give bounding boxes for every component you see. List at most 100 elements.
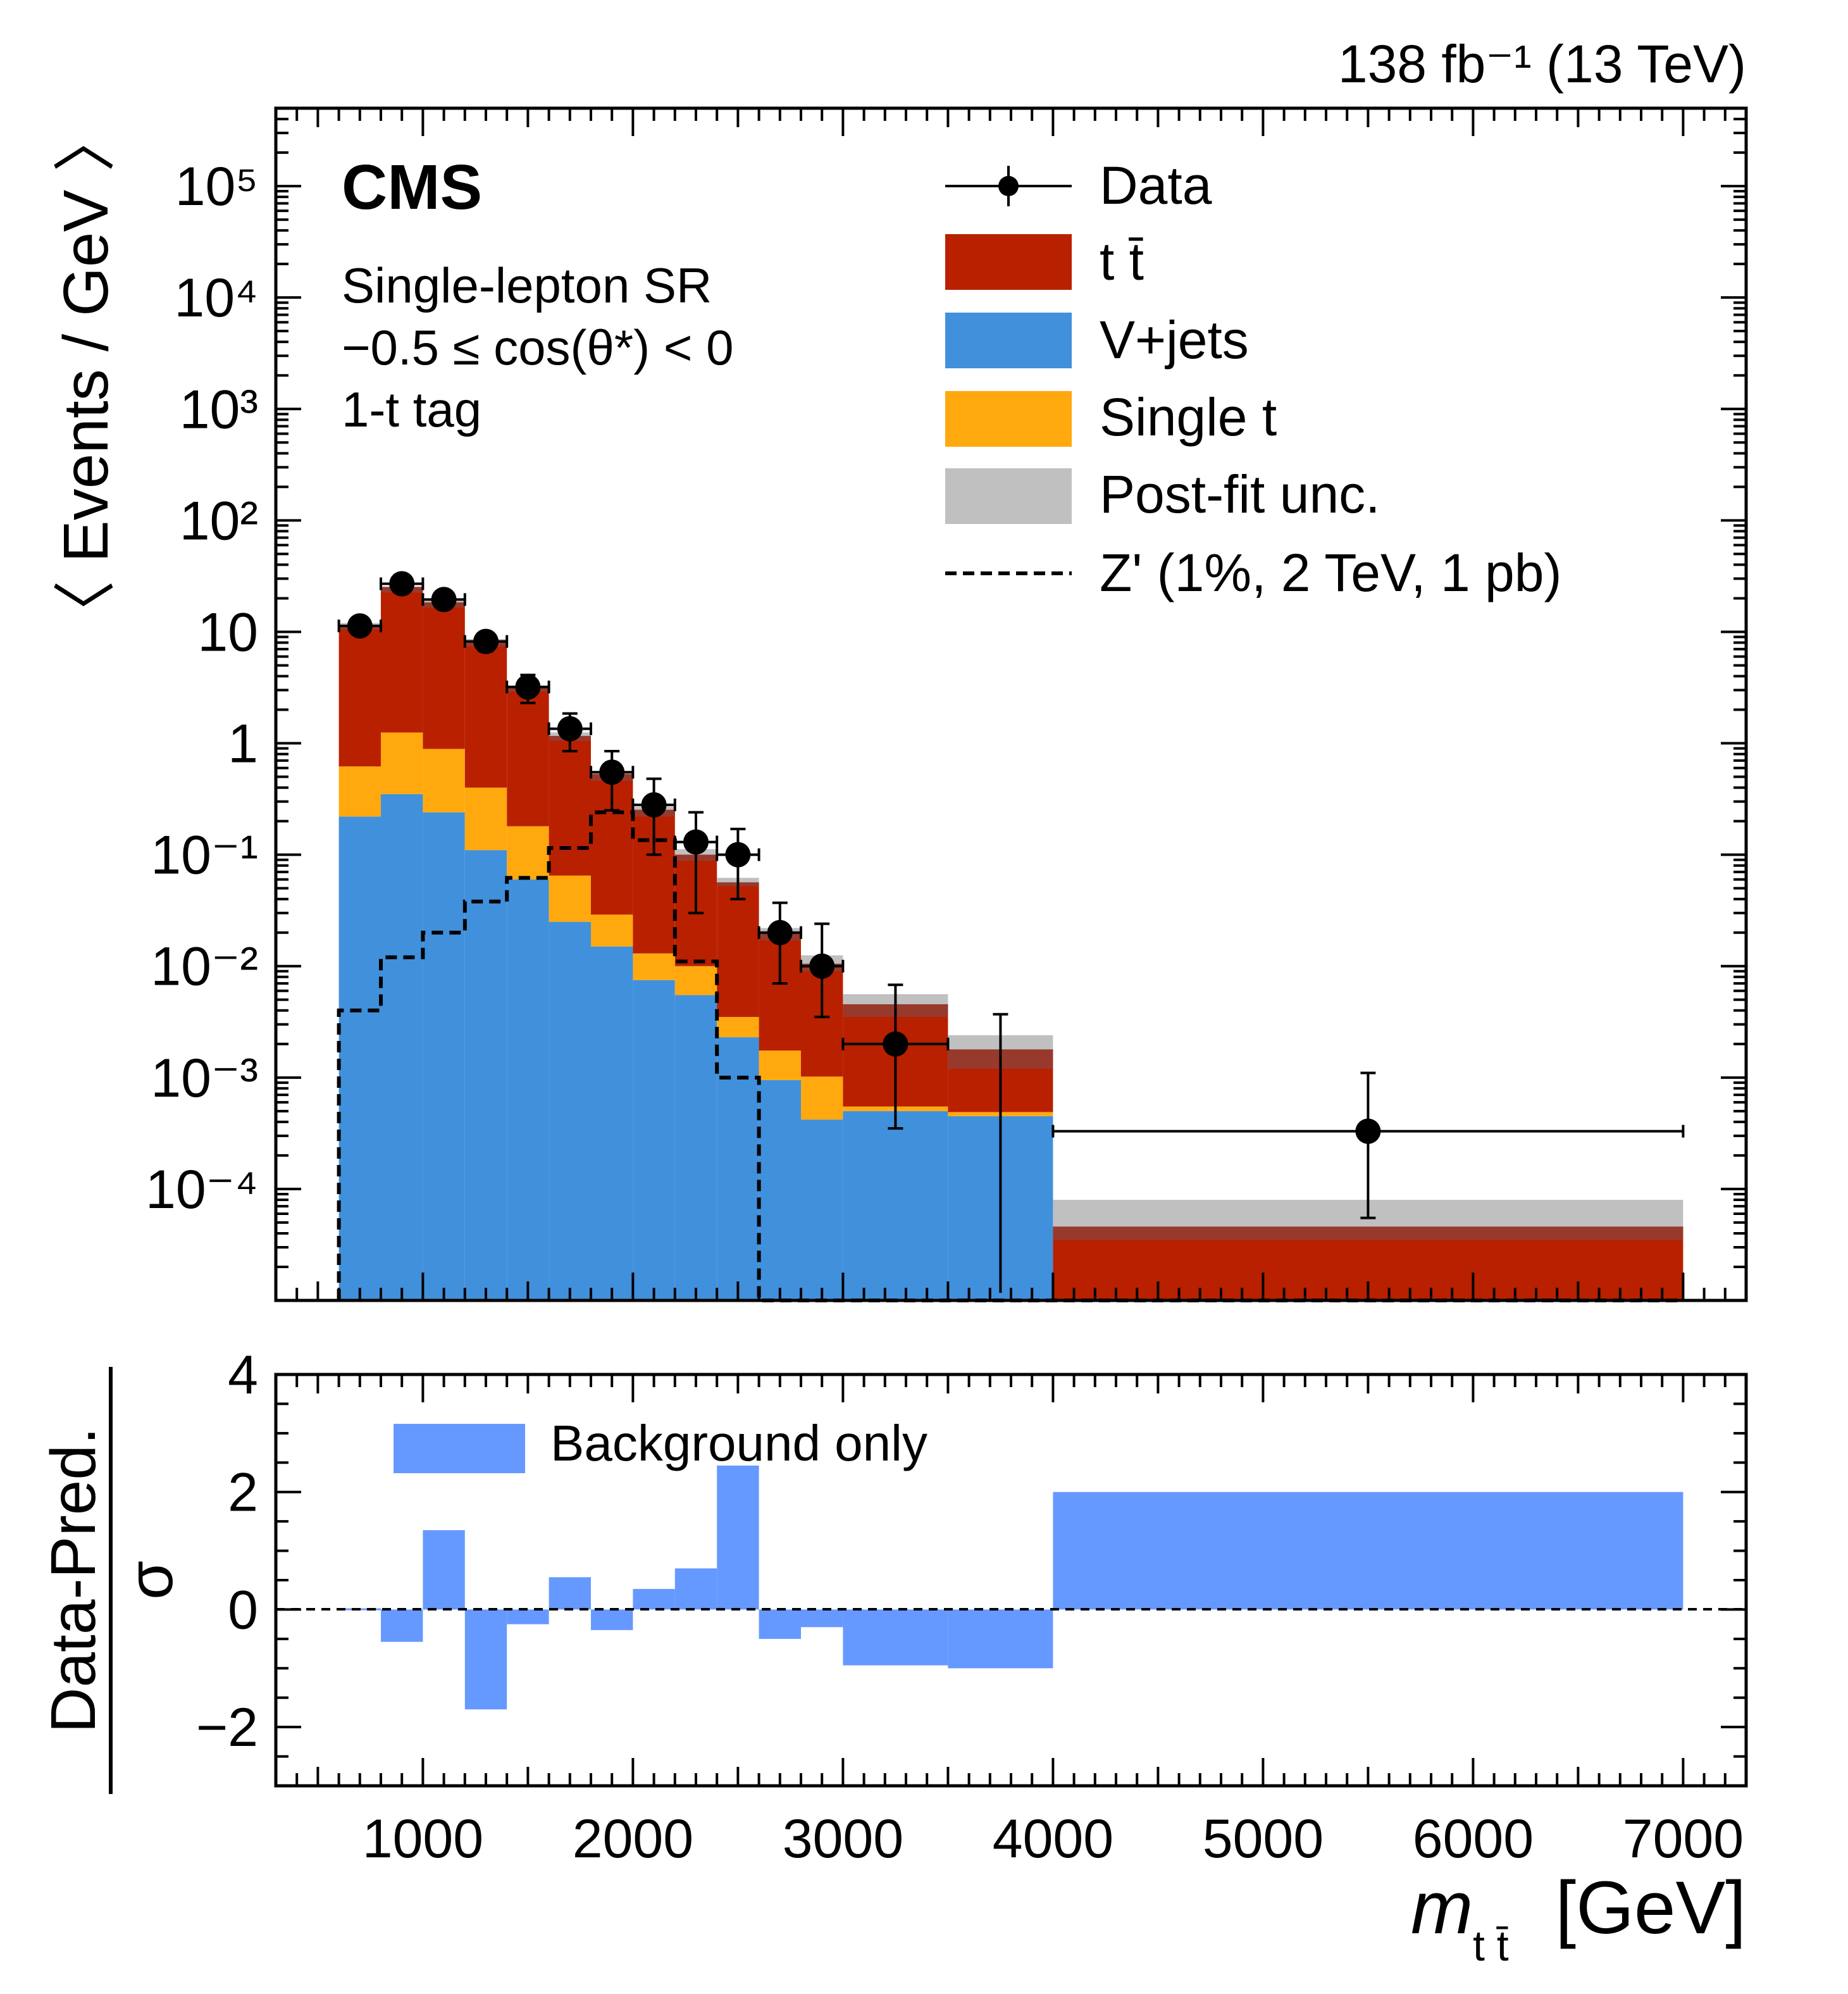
x-tick-label: 2000 [573, 1809, 693, 1869]
y-tick-label: 10⁴ [174, 268, 258, 328]
y-tick-label: 10 [197, 602, 258, 663]
vjets-bar [338, 816, 381, 1300]
data-points [337, 571, 1685, 1293]
ratio-bar [759, 1609, 801, 1639]
ratio-y-label-numerator: Data-Pred. [38, 1427, 109, 1733]
ratio-bar [948, 1609, 1053, 1669]
lumi-label: 138 fb⁻¹ (13 TeV) [1338, 34, 1746, 94]
ratio-bar [507, 1609, 549, 1624]
single-t-bar [423, 749, 465, 813]
main-y-ticks: 10⁻⁴ 10⁻³ 10⁻² 10⁻¹ 1 10 10² 10³ 10⁴ 10⁵ [146, 107, 1746, 1302]
vjets-bar [549, 921, 591, 1300]
ratio-y-tick-label: 0 [228, 1580, 258, 1640]
vjets-bar [843, 1111, 948, 1300]
y-tick-label: 10⁻³ [151, 1048, 258, 1109]
ratio-bar [464, 1609, 507, 1710]
single-t-bar [759, 1050, 801, 1080]
vjets-bar [507, 879, 549, 1300]
data-point [767, 919, 793, 945]
legend-unc-label: Post-fit unc. [1100, 464, 1380, 524]
vjets-bar [717, 1037, 759, 1300]
data-point [641, 792, 667, 818]
main-y-axis-label: 〈 Events / GeV 〉 [51, 109, 121, 644]
x-tick-label: 3000 [783, 1809, 903, 1869]
ttbar-bar [464, 641, 507, 788]
single-t-bar [801, 1076, 843, 1120]
data-point [809, 953, 835, 979]
ratio-bar [591, 1609, 633, 1630]
x-tick-labels: 1000 2000 3000 4000 5000 6000 7000 [363, 1809, 1744, 1869]
ratio-bar [549, 1577, 591, 1610]
y-tick-label: 1 [228, 714, 258, 775]
data-point [883, 1031, 908, 1057]
legend-vjets-label: V+jets [1100, 310, 1249, 370]
ratio-bar [674, 1568, 717, 1610]
x-axis-label: m t t̄ [GeV] [1411, 1866, 1746, 1970]
single-t-bar [717, 1017, 759, 1038]
region-line-3: 1-t tag [342, 382, 481, 437]
x-tick-label: 5000 [1203, 1809, 1324, 1869]
region-line-2: −0.5 ≤ cos(θ*) < 0 [342, 320, 733, 375]
single-t-bar [674, 966, 717, 995]
y-tick-label: 10³ [180, 379, 258, 440]
single-t-bar [338, 766, 381, 817]
y-tick-label: 10⁻¹ [151, 825, 258, 886]
ratio-y-tick-label: 2 [228, 1462, 258, 1523]
ratio-x-ticks [275, 1374, 1747, 1786]
data-point [557, 716, 583, 742]
ttbar-bar [423, 602, 465, 749]
data-point [389, 571, 415, 597]
x-tick-label: 6000 [1413, 1809, 1534, 1869]
single-t-bar [591, 914, 633, 947]
ttbar-bar [717, 882, 759, 1018]
unc-band-lower [1053, 1226, 1684, 1240]
vjets-bar [591, 946, 633, 1300]
ttbar-bar [338, 625, 381, 767]
data-point [431, 587, 457, 613]
legend-single-t-label: Single t [1100, 387, 1277, 447]
data-point [515, 674, 541, 700]
data-point [725, 842, 751, 868]
single-t-bar [464, 787, 507, 851]
main-panel: 10⁻⁴ 10⁻³ 10⁻² 10⁻¹ 1 10 10² 10³ 10⁴ 10⁵ CMS Sing… [51, 106, 1748, 1302]
legend-ttbar-label: t t̄ [1100, 232, 1144, 291]
single-t-bar [549, 875, 591, 922]
ratio-legend-label: Background only [550, 1415, 927, 1471]
vjets-bar [423, 812, 465, 1300]
legend-data-label: Data [1100, 156, 1212, 215]
x-tick-label: 4000 [993, 1809, 1113, 1869]
ratio-bar [381, 1609, 423, 1642]
legend-vjets-swatch [945, 313, 1072, 368]
ratio-bar [801, 1609, 843, 1628]
stack-bars [338, 586, 1684, 1300]
ratio-y-ticks: −2 0 2 4 [196, 1345, 1746, 1787]
x-axis-label-unit: [GeV] [1555, 1866, 1746, 1950]
ttbar-bar [507, 687, 549, 826]
ratio-bar [633, 1588, 675, 1610]
legend-signal-label: Z' (1%, 2 TeV, 1 pb) [1100, 543, 1561, 602]
ratio-y-label-denominator: σ [115, 1561, 186, 1600]
ratio-y-tick-label: −2 [196, 1697, 258, 1758]
data-point [599, 759, 625, 785]
ratio-panel: −2 0 2 4 Background only Data-Pred. σ [38, 1345, 1748, 1794]
vjets-bar [464, 850, 507, 1300]
x-axis-label-sub: t t̄ [1473, 1922, 1509, 1970]
legend-data-marker [998, 176, 1019, 196]
x-tick-label: 7000 [1623, 1809, 1744, 1869]
y-tick-label: 10⁻⁴ [146, 1159, 258, 1220]
ratio-bar [843, 1609, 948, 1666]
y-tick-label: 10² [180, 490, 258, 551]
ratio-bar [423, 1530, 465, 1610]
ratio-bar [1053, 1492, 1684, 1610]
experiment-label: CMS [342, 152, 482, 223]
legend: Data t t̄ V+jets Single t Post-fit unc. … [945, 156, 1561, 602]
legend-unc-swatch [945, 468, 1072, 524]
x-tick-label: 1000 [363, 1809, 483, 1869]
y-tick-label: 10⁵ [175, 156, 258, 217]
ttbar-bar [549, 735, 591, 876]
ratio-y-tick-label: 4 [228, 1345, 258, 1405]
ratio-legend-swatch [394, 1424, 525, 1473]
single-t-bar [633, 953, 675, 980]
data-point [473, 628, 499, 654]
